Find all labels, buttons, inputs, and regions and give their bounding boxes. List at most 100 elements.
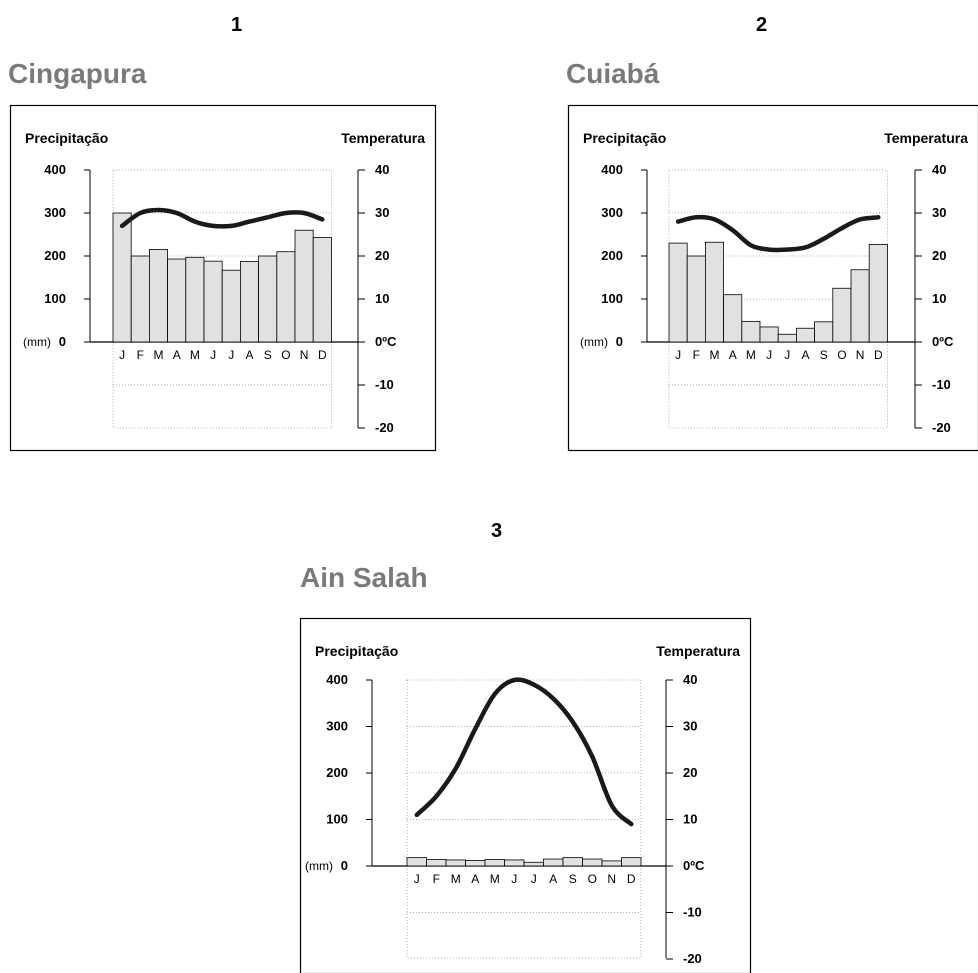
temperature-tick-label: -20 [683, 951, 702, 966]
chart-number: 3 [491, 520, 503, 542]
precipitation-bar [406, 857, 427, 867]
precipitation-tick-label: 200 [44, 248, 66, 263]
temperature-tick-label: 10 [683, 812, 697, 827]
temperature-line [414, 677, 634, 827]
precipitation-bar [543, 858, 564, 867]
month-label: N [607, 872, 616, 886]
chart-title: Ain Salah [300, 562, 428, 593]
precipitation-tick-label: 200 [601, 248, 623, 263]
temperature-tick-label: 0ºC [375, 334, 397, 349]
temperature-tick-label: 0ºC [683, 858, 705, 873]
precipitation-tick-label: 300 [601, 205, 623, 220]
precipitation-tick-label: 100 [44, 291, 66, 306]
month-label: O [588, 872, 597, 886]
month-label: J [228, 348, 234, 362]
month-label: M [451, 872, 461, 886]
precipitation-bar [705, 241, 725, 343]
month-label: J [119, 348, 125, 362]
month-label: A [471, 872, 479, 886]
month-label: J [784, 348, 790, 362]
temperature-line [119, 207, 325, 229]
month-label: M [490, 872, 500, 886]
chart-frame [299, 617, 752, 973]
temperature-tick-label: -20 [375, 420, 394, 435]
precipitation-bar [582, 858, 603, 867]
temperature-tick-label: 40 [932, 162, 946, 177]
grid-box [112, 169, 332, 429]
chart-number: 1 [231, 14, 243, 36]
month-label: J [675, 348, 681, 362]
precipitation-tick-label: 0 [616, 334, 623, 349]
month-label: D [318, 348, 327, 362]
temperature-tick-label: 0ºC [932, 334, 954, 349]
precipitation-bar [465, 860, 486, 867]
precipitation-tick-label: 400 [44, 162, 66, 177]
temperature-line [675, 214, 881, 253]
precipitation-bar [601, 860, 622, 867]
precipitation-tick-label: 100 [601, 291, 623, 306]
temperature-tick-label: 30 [375, 205, 389, 220]
temperature-tick-label: 10 [932, 291, 946, 306]
month-label: O [281, 348, 290, 362]
unit-label: (mm) [580, 335, 608, 349]
temperature-axis-label: Temperatura [341, 130, 425, 146]
unit-label: (mm) [305, 859, 333, 873]
month-label: F [693, 348, 700, 362]
month-label: F [433, 872, 440, 886]
month-label: A [801, 348, 809, 362]
month-label: J [414, 872, 420, 886]
precipitation-tick-label: 300 [44, 205, 66, 220]
precipitation-axis-label: Precipitação [25, 130, 108, 146]
month-label: S [264, 348, 272, 362]
grid-box [668, 169, 888, 429]
month-label: M [710, 348, 720, 362]
precipitation-bar [504, 859, 525, 867]
precipitation-bar [312, 237, 332, 343]
temperature-tick-label: -10 [375, 377, 394, 392]
precipitation-bar [868, 243, 888, 343]
chart-frame [567, 104, 978, 452]
temperature-tick-label: 30 [683, 719, 697, 734]
precipitation-bar [484, 859, 505, 867]
temperature-tick-label: 10 [375, 291, 389, 306]
precipitation-bar [426, 859, 447, 867]
month-label: N [300, 348, 309, 362]
precipitation-bar [445, 859, 466, 867]
temperature-axis-label: Temperatura [656, 643, 740, 659]
month-label: D [627, 872, 636, 886]
month-label: N [856, 348, 865, 362]
precipitation-bar [621, 857, 642, 867]
temperature-tick-label: 20 [683, 765, 697, 780]
month-label: M [190, 348, 200, 362]
temperature-tick-label: 40 [375, 162, 389, 177]
temperature-tick-label: 30 [932, 205, 946, 220]
precipitation-tick-label: 0 [341, 858, 348, 873]
temperature-tick-label: -10 [932, 377, 951, 392]
month-label: S [569, 872, 577, 886]
month-label: A [245, 348, 253, 362]
temperature-tick-label: 40 [683, 672, 697, 687]
temperature-tick-label: 20 [375, 248, 389, 263]
precipitation-bar [523, 861, 544, 867]
month-label: A [549, 872, 557, 886]
precipitation-axis-label: Precipitação [315, 643, 398, 659]
month-label: S [820, 348, 828, 362]
month-label: M [746, 348, 756, 362]
precipitation-tick-label: 100 [326, 812, 348, 827]
temperature-tick-label: -20 [932, 420, 951, 435]
temperature-tick-label: -10 [683, 905, 702, 920]
month-label: A [729, 348, 737, 362]
precipitation-tick-label: 400 [326, 672, 348, 687]
precipitation-tick-label: 400 [601, 162, 623, 177]
month-label: O [837, 348, 846, 362]
temperature-tick-label: 20 [932, 248, 946, 263]
month-label: D [874, 348, 883, 362]
month-label: J [531, 872, 537, 886]
month-label: M [154, 348, 164, 362]
precipitation-bar [723, 294, 743, 343]
month-label: J [210, 348, 216, 362]
precipitation-tick-label: 300 [326, 719, 348, 734]
